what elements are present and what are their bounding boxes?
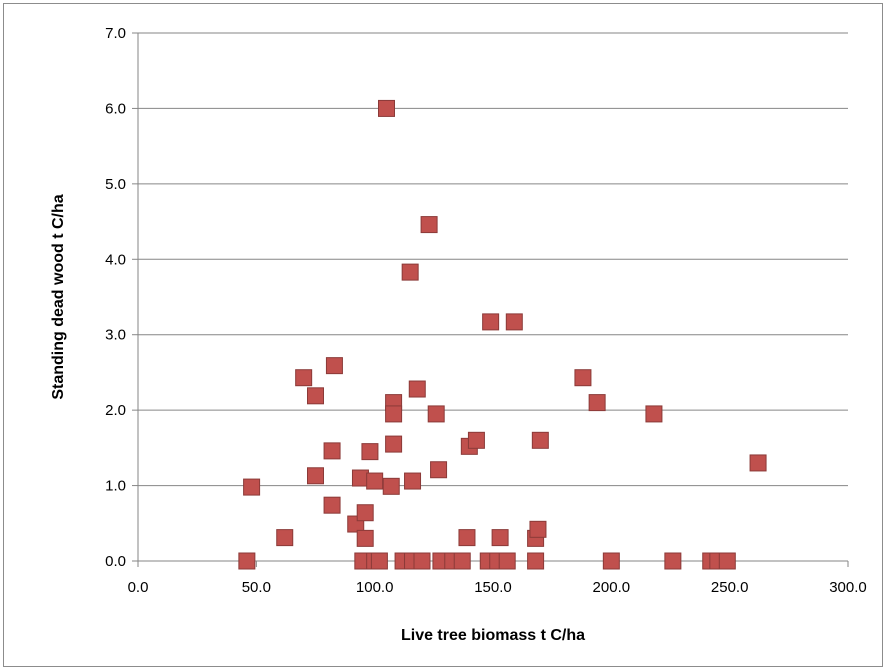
y-tick-label: 0.0 (105, 553, 126, 570)
data-point (645, 405, 663, 423)
y-tick-label: 2.0 (105, 402, 126, 419)
x-tick-label: 150.0 (474, 579, 512, 596)
data-points (238, 99, 767, 570)
data-point (467, 431, 485, 449)
data-point (430, 461, 448, 479)
data-point (482, 313, 500, 331)
data-point (307, 467, 324, 485)
data-point (325, 357, 343, 375)
data-point (356, 504, 374, 522)
data-point (588, 394, 606, 412)
data-point (295, 369, 313, 387)
data-point (323, 496, 341, 514)
y-tick-label: 1.0 (105, 478, 126, 495)
data-point (718, 552, 736, 570)
data-point (408, 380, 426, 398)
x-tick-label: 200.0 (593, 579, 631, 596)
data-point (498, 552, 516, 570)
gridlines (138, 32, 848, 487)
data-point (453, 552, 471, 570)
y-axis-title: Standing dead wood t C/ha (50, 194, 67, 399)
data-point (370, 552, 388, 570)
y-tick-label: 5.0 (105, 176, 126, 193)
x-tick-label: 50.0 (242, 579, 271, 596)
data-point (527, 552, 545, 570)
x-axis-title: Live tree biomass t C/ha (401, 627, 585, 644)
data-point (243, 478, 261, 496)
data-point (351, 469, 369, 487)
x-tick-label: 300.0 (829, 579, 867, 596)
data-point (664, 552, 682, 570)
y-tick-label: 7.0 (105, 25, 126, 42)
data-point (602, 552, 620, 570)
data-point (529, 520, 547, 538)
data-point (505, 313, 523, 331)
data-point (307, 387, 324, 405)
x-tick-label: 100.0 (356, 579, 394, 596)
data-point (491, 529, 509, 547)
data-point (366, 472, 384, 490)
data-point (385, 405, 403, 423)
data-point (427, 405, 445, 423)
y-tick-label: 6.0 (105, 100, 126, 117)
data-point (531, 431, 549, 449)
y-tick-label: 3.0 (105, 327, 126, 344)
data-point (323, 442, 341, 460)
data-point (749, 454, 767, 472)
y-tick-label: 4.0 (105, 251, 126, 268)
data-point (574, 369, 592, 387)
data-point (382, 477, 400, 495)
data-point (420, 216, 438, 234)
x-tick-label: 250.0 (711, 579, 749, 596)
y-axis-ticks: 0.0 1.0 2.0 3.0 4.0 5.0 6.0 7.0 (105, 25, 138, 570)
data-point (378, 99, 395, 117)
data-point (413, 552, 431, 570)
data-point (458, 529, 476, 547)
data-point (238, 552, 256, 570)
x-tick-label: 0.0 (128, 579, 149, 596)
data-point (361, 443, 379, 461)
data-point (356, 529, 374, 547)
data-point (276, 529, 294, 547)
data-point (385, 435, 403, 453)
x-axis-ticks: 0.0 50.0 100.0 150.0 200.0 250.0 300.0 (128, 561, 867, 596)
data-point (404, 472, 422, 490)
data-point (401, 263, 419, 281)
